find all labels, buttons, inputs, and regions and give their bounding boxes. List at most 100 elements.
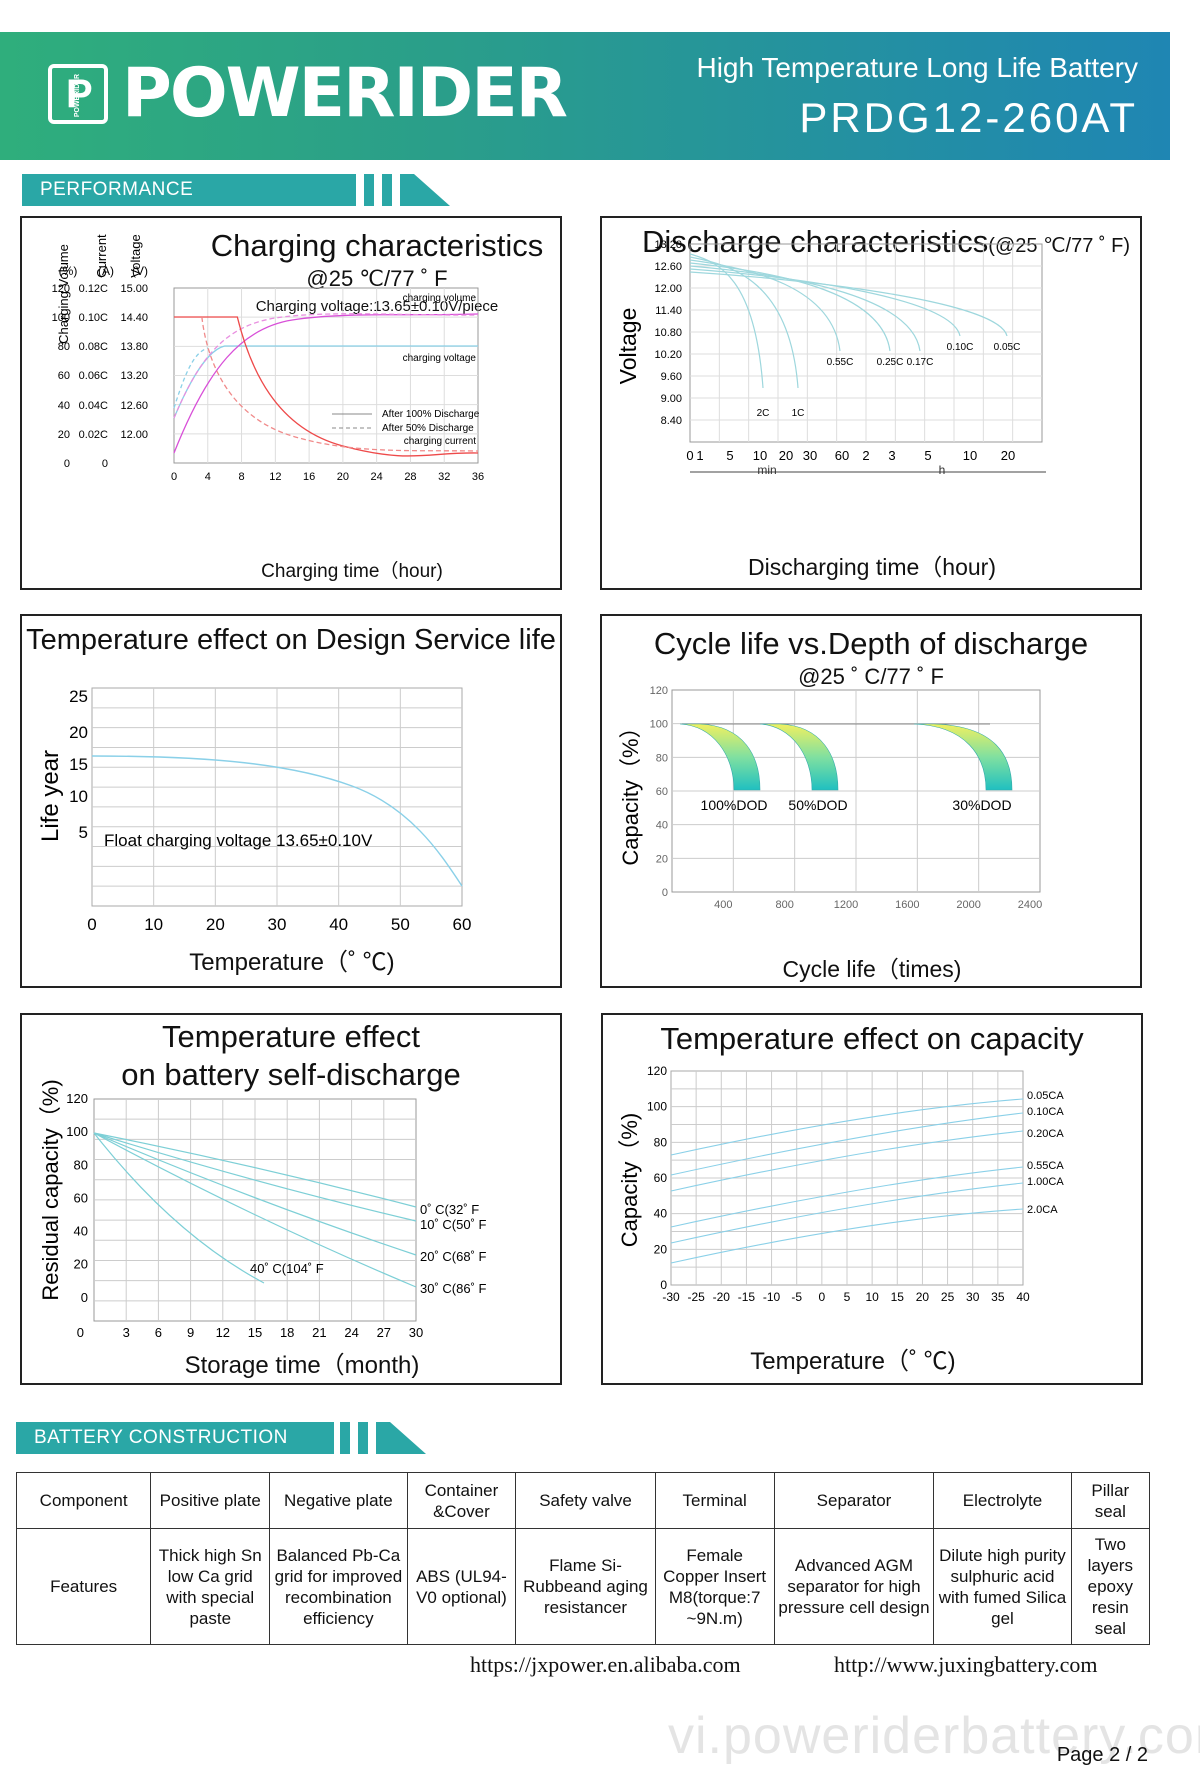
y-tick-label: 11.40 <box>655 305 682 317</box>
header-banner: P POWERIDER POWERIDER High Temperature L… <box>0 32 1170 160</box>
x-tick-label: 20 <box>1001 448 1015 463</box>
service-life-xlabel: Temperature（˚ ℃) <box>189 949 395 976</box>
cycle-life-xlabel: Cycle life（times) <box>782 956 962 982</box>
y-tick-label: 25 <box>69 687 88 706</box>
discharge-title: Discharge characteristics <box>642 224 989 259</box>
current-tick-label: 0.06C <box>79 370 108 382</box>
float-voltage-note: Float charging voltage 13.65±0.10V <box>104 831 373 850</box>
section-bar-icon <box>340 1422 350 1454</box>
table-header-cell: Component <box>15 1472 152 1529</box>
x-tick-label: 12 <box>269 471 281 483</box>
axis-unit-h: h <box>939 463 946 477</box>
table-cell: Flame Si-Rubbeand aging resistancer <box>515 1528 656 1645</box>
x-tick-label: 10 <box>144 915 163 934</box>
table-cell: Advanced AGM separator for high pressure… <box>773 1528 935 1645</box>
performance-section-title: PERFORMANCE CHARACTERISTIC <box>22 174 356 232</box>
y-tick-label: 120 <box>647 1064 667 1078</box>
charging-subtitle: @25 ℃/77 ˚ F <box>306 266 448 291</box>
discharge-curve <box>689 262 891 352</box>
table-cell: ABS (UL94-V0 optional) <box>406 1528 517 1645</box>
x-tick-label: 16 <box>303 471 315 483</box>
y-tick-label: 0 <box>660 1278 667 1292</box>
axis-header: Charging Volume <box>56 244 71 344</box>
voltage-tick-label: 14.40 <box>120 312 148 324</box>
x-tick-label: 5 <box>844 1290 851 1304</box>
alibaba-link[interactable]: https://jxpower.en.alibaba.com <box>470 1652 741 1677</box>
charging-volume-dashed-line <box>173 313 479 419</box>
logo-letter: P <box>66 72 93 116</box>
x-tick-label: 400 <box>714 899 732 911</box>
rate-label: 1C <box>792 408 805 419</box>
y-tick-label: 9.00 <box>661 393 682 405</box>
voltage-tick-label: 12.00 <box>120 429 148 441</box>
y-tick-label: 60 <box>656 786 668 798</box>
charging-current-line <box>174 316 479 457</box>
temp-label: 30˚ C(86˚ F <box>420 1281 487 1296</box>
temp-capacity-panel: Temperature effect on capacity Capacity（… <box>601 1013 1143 1385</box>
y-tick-label: 10.20 <box>654 349 682 361</box>
brand-logo-icon: P POWERIDER <box>48 64 108 124</box>
x-tick-label: 1 <box>696 448 703 463</box>
voltage-tick-label: 13.20 <box>120 370 148 382</box>
table-cell: Thick high Sn low Ca grid with special p… <box>150 1528 271 1645</box>
volume-tick-label: 100 <box>52 312 70 324</box>
y-tick-label: 100 <box>650 719 668 731</box>
curve-label: charging voltage <box>403 353 477 364</box>
table-header-cell: Separator <box>773 1472 935 1529</box>
axis-unit: (A) <box>98 264 114 278</box>
temp-label: 10˚ C(50˚ F <box>420 1217 487 1232</box>
logo-small-text: POWERIDER <box>74 74 81 118</box>
axis-unit-min: min <box>757 463 776 477</box>
x-tick-label: 10 <box>753 448 767 463</box>
capacity-curve <box>670 1112 1024 1176</box>
table-row: Features Thick high Sn low Ca grid with … <box>15 1528 1151 1645</box>
discharge-title-suffix: (@25 ℃/77 ˚ F) <box>988 235 1130 257</box>
x-tick-label: 40 <box>1016 1290 1030 1304</box>
x-tick-label: -5 <box>791 1290 802 1304</box>
x-tick-label: 50 <box>391 915 410 934</box>
cycle-life-ylabel: Capacity（%） <box>618 716 643 865</box>
temp-capacity-ylabel: Capacity（%) <box>617 1113 642 1247</box>
y-tick-label: 80 <box>74 1157 88 1172</box>
x-tick-label: 5 <box>726 448 733 463</box>
temp-label: 0˚ C(32˚ F <box>420 1202 479 1217</box>
table-cell: Two layers epoxy resin seal <box>1070 1528 1151 1645</box>
x-tick-label: 30 <box>409 1325 423 1340</box>
x-tick-label: -10 <box>763 1290 781 1304</box>
website-link[interactable]: http://www.juxingbattery.com <box>834 1652 1098 1677</box>
x-tick-label: 2000 <box>956 899 980 911</box>
section-bar-icon <box>382 174 392 206</box>
axis-header: Current <box>94 234 109 278</box>
x-tick-label: -15 <box>738 1290 756 1304</box>
y-tick-label: 12.60 <box>654 261 682 273</box>
x-tick-label: 5 <box>924 448 931 463</box>
table-cell: Dilute high purity sulphuric acid with f… <box>933 1528 1072 1645</box>
current-tick-label: 0.02C <box>79 429 108 441</box>
y-tick-label: 12.00 <box>654 283 682 295</box>
axis-header: Voltage <box>128 234 143 277</box>
axis-unit: (V) <box>132 264 148 278</box>
x-tick-label: 20 <box>337 471 349 483</box>
charging-voltage-dashed-line <box>173 347 209 409</box>
charging-panel: Charging characteristics @25 ℃/77 ˚ F Ch… <box>20 216 562 590</box>
current-tick-label: 0.08C <box>79 341 108 353</box>
x-tick-label: 4 <box>205 471 211 483</box>
cycle-life-title: Cycle life vs.Depth of discharge <box>653 626 1089 661</box>
dod-band <box>913 723 1013 791</box>
self-discharge-curve <box>93 1132 265 1284</box>
product-subtitle: High Temperature Long Life Battery <box>696 52 1138 83</box>
table-header-cell: Electrolyte <box>933 1472 1072 1529</box>
x-tick-label: 36 <box>472 471 484 483</box>
y-tick-label: 40 <box>74 1224 88 1239</box>
self-discharge-xlabel: Storage time（month) <box>184 1352 420 1379</box>
current-tick-label: 0.12C <box>79 283 108 295</box>
temp-label: 40˚ C(104˚ F <box>250 1261 324 1276</box>
rate-label: 0.55CA <box>1027 1160 1064 1172</box>
axis-unit: (%) <box>59 264 78 278</box>
discharge-curve <box>689 253 764 389</box>
service-life-ylabel: Life year <box>37 750 64 842</box>
current-tick-label: 0.10C <box>79 312 108 324</box>
